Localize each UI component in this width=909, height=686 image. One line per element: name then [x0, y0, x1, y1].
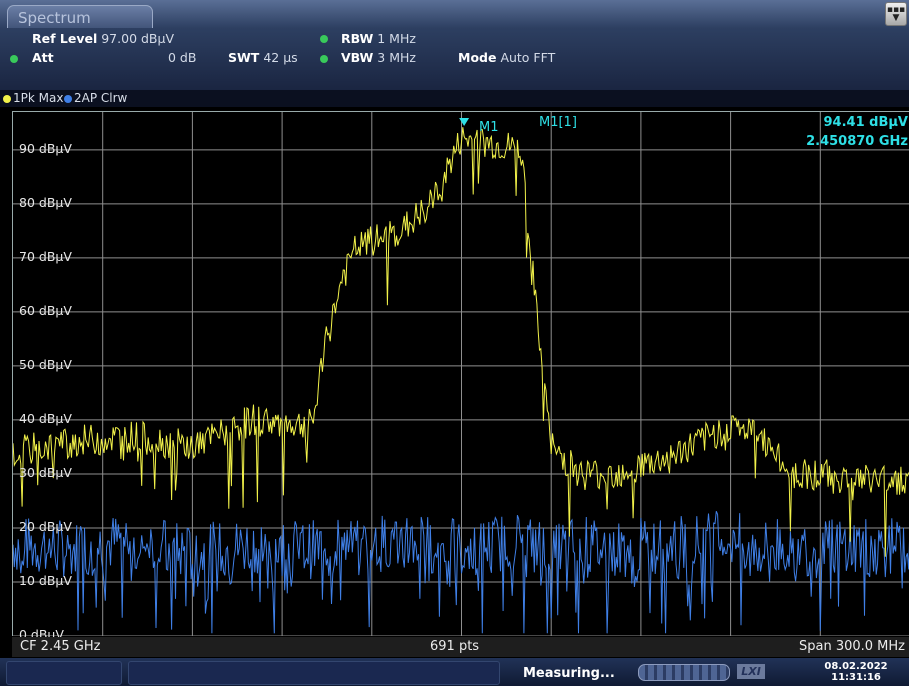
att-label[interactable]: Att	[32, 50, 54, 65]
span[interactable]: Span 300.0 MHz	[798, 639, 905, 654]
center-frequency[interactable]: CF 2.45 GHz	[20, 639, 101, 654]
swt-value: 42 µs	[263, 50, 298, 65]
marker-readout-label: M1[1]	[539, 115, 577, 130]
rbw-status-icon	[320, 35, 328, 43]
trace-1pk-max	[13, 127, 909, 557]
mode-value: Auto FFT	[500, 50, 556, 65]
mode[interactable]: Mode Auto FFT	[458, 50, 555, 65]
progress-icon	[638, 664, 730, 681]
measuring-status: Measuring...	[523, 666, 615, 681]
vbw[interactable]: VBW 3 MHz	[341, 50, 416, 65]
vbw-status-icon	[320, 55, 328, 63]
tab-spectrum[interactable]: Spectrum	[7, 5, 153, 32]
time: 11:31:16	[831, 672, 881, 683]
att-value[interactable]: 0 dB	[168, 50, 197, 65]
ref-level-value: 97.00 dBµV	[101, 31, 175, 46]
marker-level: 94.41 dBµV	[823, 115, 909, 130]
plot-canvas	[13, 112, 909, 636]
y-tick-label: 80 dBµV	[19, 194, 72, 210]
y-tick-label: 50 dBµV	[19, 356, 72, 372]
trace1-label[interactable]: 1Pk Max	[13, 91, 64, 105]
vbw-label: VBW	[341, 50, 374, 65]
menu-button[interactable]: ▪▪▪ ▼	[885, 2, 907, 26]
trace-legend: 1Pk Max 2AP Clrw	[0, 90, 909, 107]
settings-panel: Ref Level 97.00 dBµV Att 0 dB SWT 42 µs …	[0, 28, 909, 90]
y-tick-label: 70 dBµV	[19, 248, 72, 264]
status-slot-1	[6, 661, 122, 685]
swt-label: SWT	[228, 50, 260, 65]
frequency-bar: CF 2.45 GHz 691 pts Span 300.0 MHz	[12, 637, 909, 657]
rbw[interactable]: RBW 1 MHz	[341, 31, 416, 46]
status-slot-2	[128, 661, 500, 685]
status-bar: Measuring... LXI 08.02.2022 11:31:16	[0, 658, 909, 686]
marker-m1-label: M1	[479, 120, 499, 135]
rbw-value: 1 MHz	[377, 31, 416, 46]
title-bar: Spectrum ▪▪▪ ▼	[0, 0, 909, 32]
vbw-value: 3 MHz	[377, 50, 416, 65]
y-tick-label: 60 dBµV	[19, 302, 72, 318]
sweep-points[interactable]: 691 pts	[430, 639, 480, 654]
y-tick-label: 40 dBµV	[19, 410, 72, 426]
trace-2ap-clrw	[13, 511, 909, 634]
rbw-label: RBW	[341, 31, 374, 46]
att-status-icon	[10, 55, 18, 63]
trace2-label[interactable]: 2AP Clrw	[74, 91, 128, 105]
trace1-dot-icon	[3, 95, 11, 103]
menu-dots-icon: ▪▪▪ ▼	[886, 5, 906, 23]
marker-frequency: 2.450870 GHz	[806, 134, 908, 149]
att-label-text: Att	[32, 50, 54, 65]
spectrum-plot[interactable]: 90 dBµV 80 dBµV 70 dBµV 60 dBµV 50 dBµV 40 dB…	[12, 111, 909, 642]
y-tick-label: 10 dBµV	[19, 572, 72, 588]
mode-label: Mode	[458, 50, 497, 65]
y-tick-label: 30 dBµV	[19, 464, 72, 480]
ref-level[interactable]: Ref Level 97.00 dBµV	[32, 31, 174, 46]
trace2-dot-icon	[64, 95, 72, 103]
swt[interactable]: SWT 42 µs	[228, 50, 298, 65]
y-tick-label: 20 dBµV	[19, 518, 72, 534]
date-time: 08.02.2022 11:31:16	[806, 661, 906, 683]
date: 08.02.2022	[824, 661, 888, 672]
ref-level-label: Ref Level	[32, 31, 98, 46]
marker-triangle-icon	[459, 117, 470, 126]
lxi-icon: LXI	[737, 664, 765, 679]
y-tick-label: 90 dBµV	[19, 140, 72, 156]
